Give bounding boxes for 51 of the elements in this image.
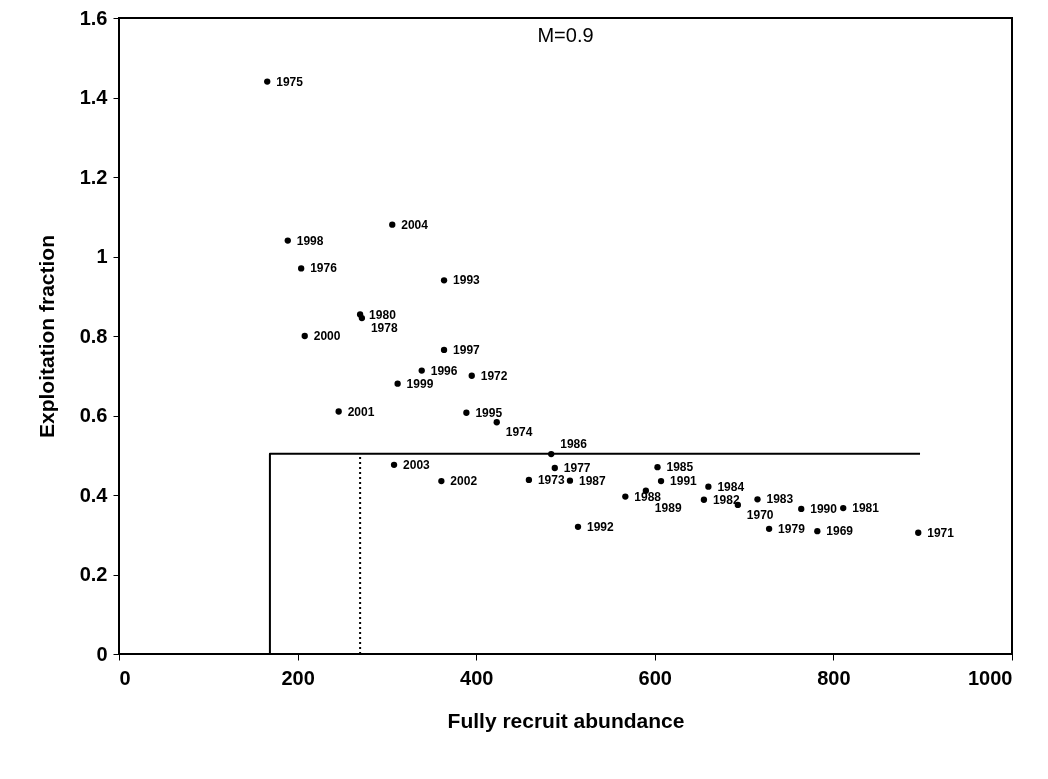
y-tick-label: 0.6 <box>79 404 108 426</box>
annotation: 1983 <box>766 492 794 507</box>
annotation: 1970 <box>746 507 774 522</box>
annotation: 1984 <box>717 479 745 494</box>
y-axis-title: Exploitation fraction <box>34 234 58 439</box>
annotation: 1980 <box>369 307 397 322</box>
x-tick-label: 800 <box>817 666 851 689</box>
annotation: 1987 <box>578 473 606 488</box>
annotation: 1997 <box>453 342 481 357</box>
annotation: 1999 <box>406 376 434 391</box>
y-tick-label: 1.6 <box>79 6 108 29</box>
y-tick-label: 1.2 <box>79 165 108 188</box>
annotation: 1978 <box>370 321 398 336</box>
annotation: 1979 <box>778 521 806 536</box>
annotation: 2003 <box>403 457 431 472</box>
annotation: 2002 <box>450 474 478 489</box>
annotation: M=0.9 <box>537 24 594 46</box>
annotation: 1976 <box>310 261 338 276</box>
annotation: 1990 <box>810 501 838 516</box>
annotation: 1996 <box>430 363 458 378</box>
annotation: 1973 <box>537 472 565 487</box>
annotation: 1982 <box>712 492 740 507</box>
y-tick-label: 1.4 <box>79 86 109 108</box>
x-tick-label: 600 <box>638 666 672 689</box>
y-tick-label: 0.2 <box>79 563 108 585</box>
annotation: 1969 <box>826 524 854 539</box>
y-tick-label: 0.8 <box>79 324 108 347</box>
y-tick-label: 0 <box>96 642 108 665</box>
annotation: 1986 <box>560 437 588 452</box>
annotation: 1995 <box>475 405 503 420</box>
annotation: 1974 <box>505 425 533 440</box>
annotation: 2001 <box>347 404 375 419</box>
annotation: 1991 <box>670 474 698 489</box>
annotation: 1993 <box>453 273 481 288</box>
annotation: 1977 <box>563 460 591 475</box>
annotation: 1992 <box>587 519 615 534</box>
x-tick-label: 1000 <box>968 666 1013 689</box>
annotation: 2000 <box>313 329 341 343</box>
x-tick-label: 0 <box>119 666 131 689</box>
y-tick-label: 0.4 <box>79 483 109 506</box>
x-tick-label: 400 <box>460 666 494 689</box>
annotation: 1985 <box>666 460 694 475</box>
annotation: 1981 <box>852 501 880 516</box>
x-axis-title: Fully recruit abundance <box>447 708 685 732</box>
annotation: 2004 <box>401 217 429 232</box>
annotation: 1972 <box>480 368 508 383</box>
annotation: 1975 <box>276 74 304 89</box>
annotation: 1998 <box>296 233 324 248</box>
annotation: 1971 <box>927 525 955 540</box>
y-tick-label: 1 <box>96 245 108 267</box>
x-tick-label: 200 <box>281 666 315 689</box>
